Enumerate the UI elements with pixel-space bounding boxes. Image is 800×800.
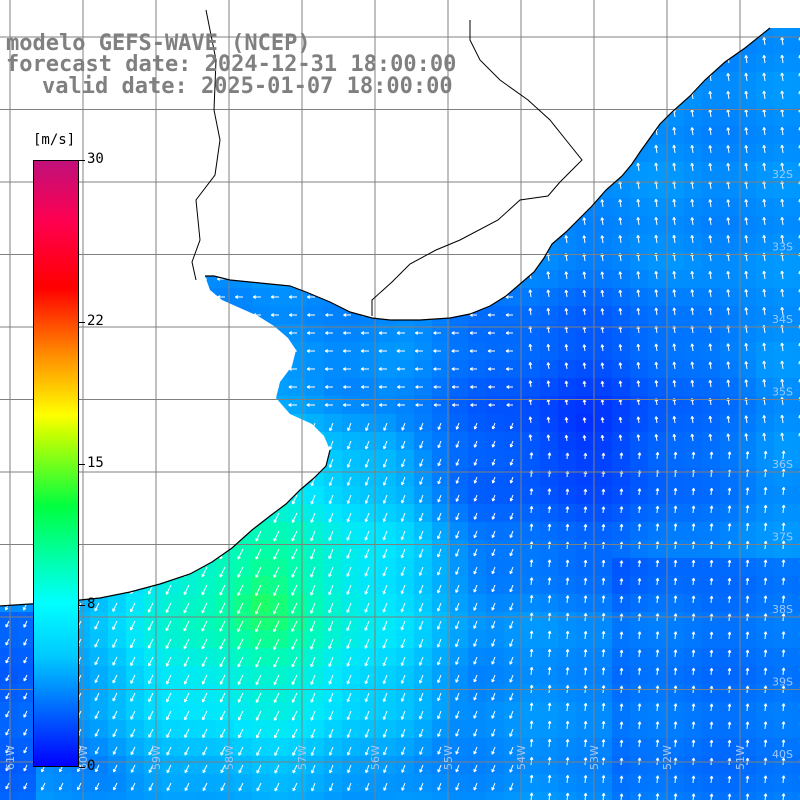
lon-label: 59W [150,745,163,770]
lon-label: 51W [734,745,747,770]
colorbar-tick-label: 22 [87,312,104,329]
lon-label: 55W [442,745,455,770]
colorbar [33,160,79,767]
lon-label: 53W [588,745,601,770]
lat-label: 37S [772,531,793,544]
lon-label: 56W [369,745,382,770]
lon-label: 58W [223,745,236,770]
colorbar-tick-mark [79,767,85,768]
colorbar-tick-mark [79,605,85,607]
colorbar-tick-mark [79,160,85,161]
model-title: modelo GEFS-WAVE (NCEP) [6,31,311,56]
colorbar-tick-mark [79,321,85,323]
valid-date: valid date: 2025-01-07 18:00:00 [42,74,453,99]
lat-label: 39S [772,676,793,689]
border-line [191,9,583,316]
lon-label: 57W [296,745,309,770]
lat-label: 34S [772,313,793,326]
lat-label: 32S [772,168,793,181]
colorbar-tick-label: 30 [87,151,104,167]
lat-label: 40S [772,748,793,761]
forecast-date: forecast date: 2024-12-31 18:00:00 [6,52,457,77]
axis-labels: 32S33S34S35S36S37S38S39S40S41S61W60W59W5… [4,168,793,770]
lon-label: 52W [661,745,674,770]
lat-label: 36S [772,458,793,471]
lon-label: 54W [515,745,528,770]
colorbar-tick-label: 15 [87,454,104,471]
colorbar-tick-mark [79,463,85,465]
colorbar-tick-label: 8 [87,596,96,613]
lat-label: 38S [772,603,793,616]
lon-label: 61W [4,745,17,770]
colorbar-unit-label: [m/s] [33,132,76,148]
colorbar-tick-label: 0 [87,758,96,774]
land-mass [0,0,800,606]
coastline [0,27,771,607]
lat-label: 33S [772,241,793,254]
lat-label: 35S [772,386,793,399]
lon-label: 60W [77,745,90,770]
